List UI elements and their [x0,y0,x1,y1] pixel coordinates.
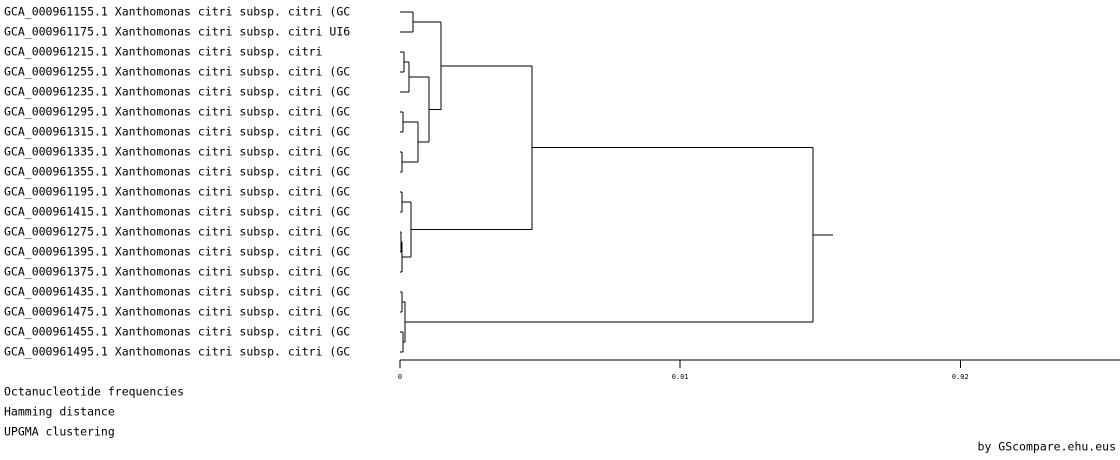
leaf-label: GCA_000961395.1 Xanthomonas citri subsp.… [4,245,350,259]
leaf-label: GCA_000961255.1 Xanthomonas citri subsp.… [4,65,350,79]
x-tick-label: 0 [398,373,402,381]
leaf-label: GCA_000961335.1 Xanthomonas citri subsp.… [4,145,350,159]
leaf-label: GCA_000961455.1 Xanthomonas citri subsp.… [4,325,350,339]
credit: by GScompare.ehu.eus [978,440,1116,454]
leaf-label: GCA_000961155.1 Xanthomonas citri subsp.… [4,5,350,19]
method-note: Hamming distance [4,405,115,419]
leaf-label: GCA_000961475.1 Xanthomonas citri subsp.… [4,305,350,319]
leaf-label: GCA_000961435.1 Xanthomonas citri subsp.… [4,285,350,299]
method-note: Octanucleotide frequencies [4,385,184,399]
leaf-label: GCA_000961175.1 Xanthomonas citri subsp.… [4,25,350,39]
leaf-label: GCA_000961235.1 Xanthomonas citri subsp.… [4,85,350,99]
leaf-label: GCA_000961355.1 Xanthomonas citri subsp.… [4,165,350,179]
leaf-label: GCA_000961415.1 Xanthomonas citri subsp.… [4,205,350,219]
leaf-label: GCA_000961195.1 Xanthomonas citri subsp.… [4,185,350,199]
leaf-label: GCA_000961495.1 Xanthomonas citri subsp.… [4,345,350,359]
leaf-label: GCA_000961375.1 Xanthomonas citri subsp.… [4,265,350,279]
leaf-label: GCA_000961315.1 Xanthomonas citri subsp.… [4,125,350,139]
x-tick-label: 0.01 [672,373,689,381]
x-tick-label: 0.02 [952,373,969,381]
leaf-label: GCA_000961215.1 Xanthomonas citri subsp.… [4,45,323,59]
method-note: UPGMA clustering [4,425,115,439]
leaf-label: GCA_000961295.1 Xanthomonas citri subsp.… [4,105,350,119]
leaf-label: GCA_000961275.1 Xanthomonas citri subsp.… [4,225,350,239]
